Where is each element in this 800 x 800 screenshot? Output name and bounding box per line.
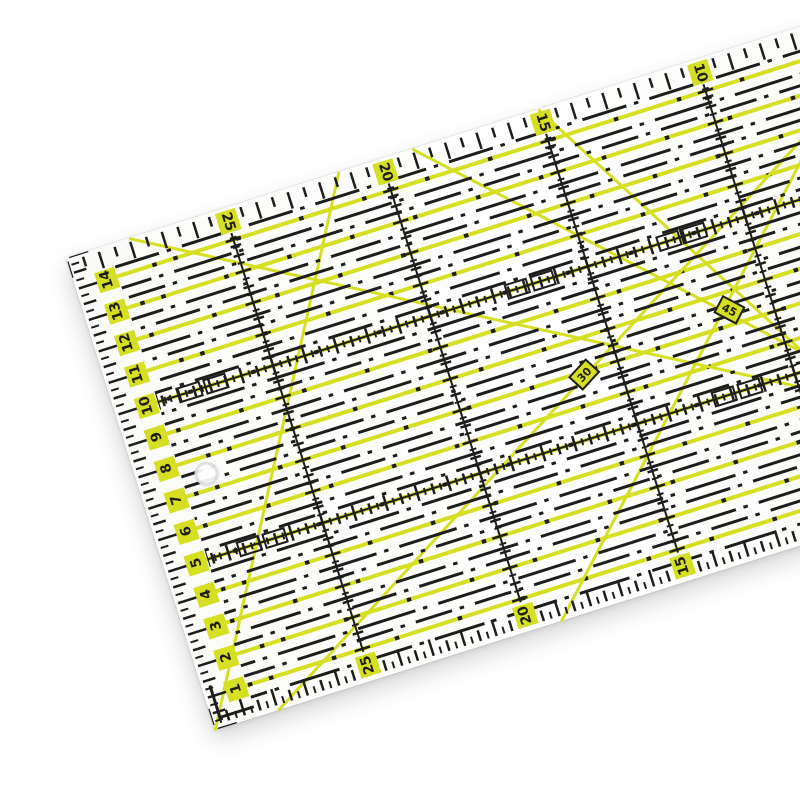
left-number-square-text: 11 (126, 362, 148, 386)
top-scale-label-text: 25 (217, 210, 239, 233)
bottom-scale-label-text: 20 (514, 604, 536, 627)
bottom-scale-label-text: 25 (357, 653, 378, 677)
left-number-square-text: 1 (227, 681, 246, 696)
top-scale-label-text: 15 (532, 111, 553, 134)
angle-label-text: 30 (574, 364, 594, 385)
left-number-square-text: 2 (217, 650, 236, 665)
left-number-square-text: 8 (157, 461, 176, 476)
top-scale-label-text: 20 (374, 160, 396, 184)
left-number-square-text: 5 (187, 556, 206, 570)
quilting-ruler: 1 2 3 4 5 6 7 8 9 10 11 12 13 14 25 20 15 10 25 20 15 30 45 (65, 0, 800, 732)
left-number-square-text: 4 (197, 587, 216, 602)
left-number-square-text: 9 (147, 430, 166, 444)
angle-label-text: 45 (719, 300, 740, 320)
bottom-scale-label-text: 15 (671, 554, 693, 578)
top-scale-label-text: 10 (689, 61, 711, 85)
left-number-square-text: 13 (106, 299, 128, 323)
left-number-square-text: 14 (96, 268, 118, 291)
left-number-square-text: 12 (116, 331, 138, 354)
left-number-square-text: 6 (177, 524, 196, 539)
left-number-square-text: 3 (207, 618, 226, 633)
left-number-square-text: 7 (167, 493, 186, 507)
left-number-square-text: 10 (136, 394, 158, 417)
